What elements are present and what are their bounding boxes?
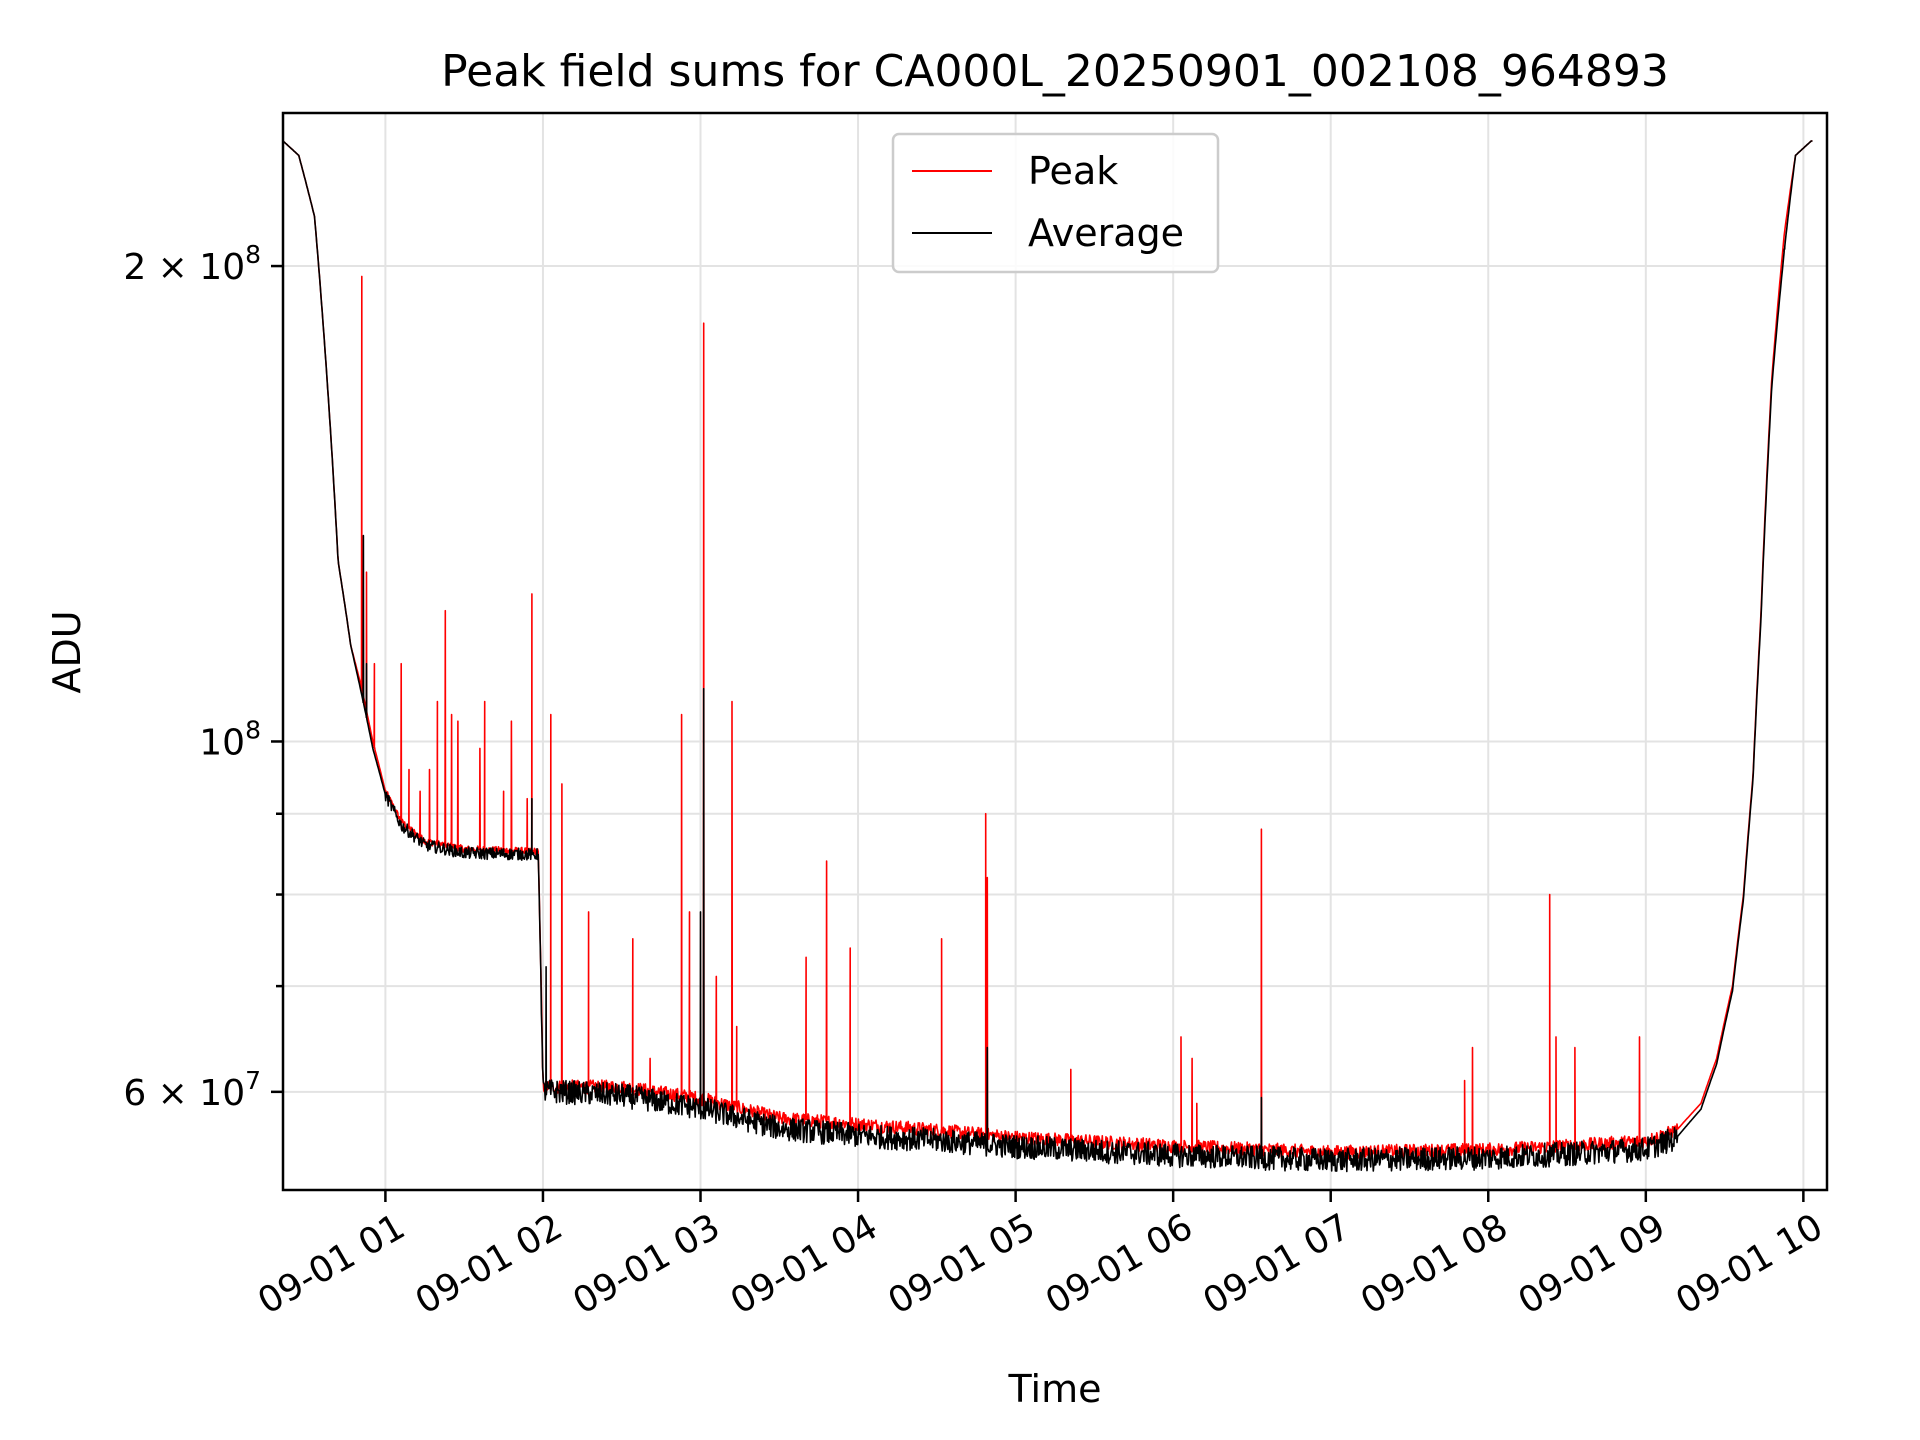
series-layer xyxy=(282,140,1813,1173)
legend-average-label: Average xyxy=(1028,211,1184,255)
x-tick-label: 09-01 09 xyxy=(1512,1206,1673,1322)
y-tick-label: 2 × 108 xyxy=(123,240,261,288)
x-tick-label: 09-01 01 xyxy=(251,1206,412,1322)
x-tick-label: 09-01 04 xyxy=(724,1206,885,1322)
legend-box xyxy=(891,132,1220,274)
x-axis-label: Time xyxy=(1008,1367,1102,1411)
y-tick-label: 6 × 107 xyxy=(123,1066,261,1114)
grid xyxy=(283,113,1827,1190)
x-tick-label: 09-01 02 xyxy=(409,1206,570,1322)
y-axis-label: ADU xyxy=(45,610,89,693)
x-tick-label: 09-01 03 xyxy=(566,1206,727,1322)
x-tick-label: 09-01 08 xyxy=(1354,1206,1515,1322)
x-tick-label: 09-01 05 xyxy=(881,1206,1042,1322)
legend-peak-label: Peak xyxy=(1028,149,1118,193)
series-line-average xyxy=(282,140,1813,1173)
plot-frame xyxy=(281,111,1829,1192)
series-line-peak xyxy=(282,140,1813,1160)
y-tick-label: 108 xyxy=(199,715,261,763)
x-tick-label: 09-01 07 xyxy=(1197,1206,1358,1322)
chart-title: Peak field sums for CA000L_20250901_0021… xyxy=(441,46,1669,97)
legend: Peak Average xyxy=(891,132,1220,274)
x-tick-label: 09-01 06 xyxy=(1039,1206,1200,1322)
x-tick-label: 09-01 10 xyxy=(1669,1206,1830,1322)
